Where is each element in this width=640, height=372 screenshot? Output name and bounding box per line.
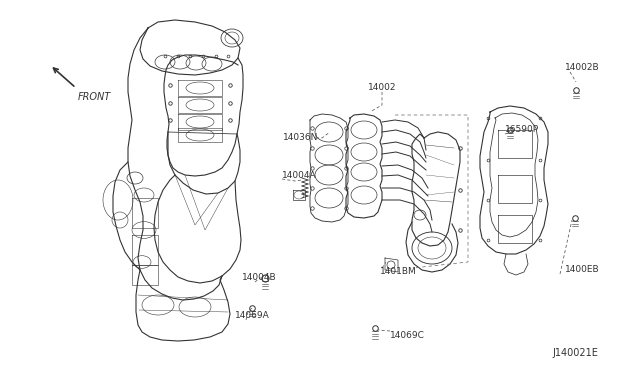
Text: 14069A: 14069A bbox=[235, 311, 269, 321]
Text: FRONT: FRONT bbox=[78, 92, 111, 102]
Text: 1400EB: 1400EB bbox=[565, 266, 600, 275]
Text: 16590P: 16590P bbox=[505, 125, 539, 135]
Text: J140021E: J140021E bbox=[552, 348, 598, 358]
Text: 14036N: 14036N bbox=[283, 134, 318, 142]
Text: 14069C: 14069C bbox=[390, 330, 425, 340]
Text: 14004A: 14004A bbox=[282, 170, 317, 180]
Text: 14002: 14002 bbox=[368, 83, 396, 93]
Text: 1401BM: 1401BM bbox=[380, 267, 417, 276]
Text: 14002B: 14002B bbox=[565, 64, 600, 73]
Text: 14004B: 14004B bbox=[242, 273, 276, 282]
